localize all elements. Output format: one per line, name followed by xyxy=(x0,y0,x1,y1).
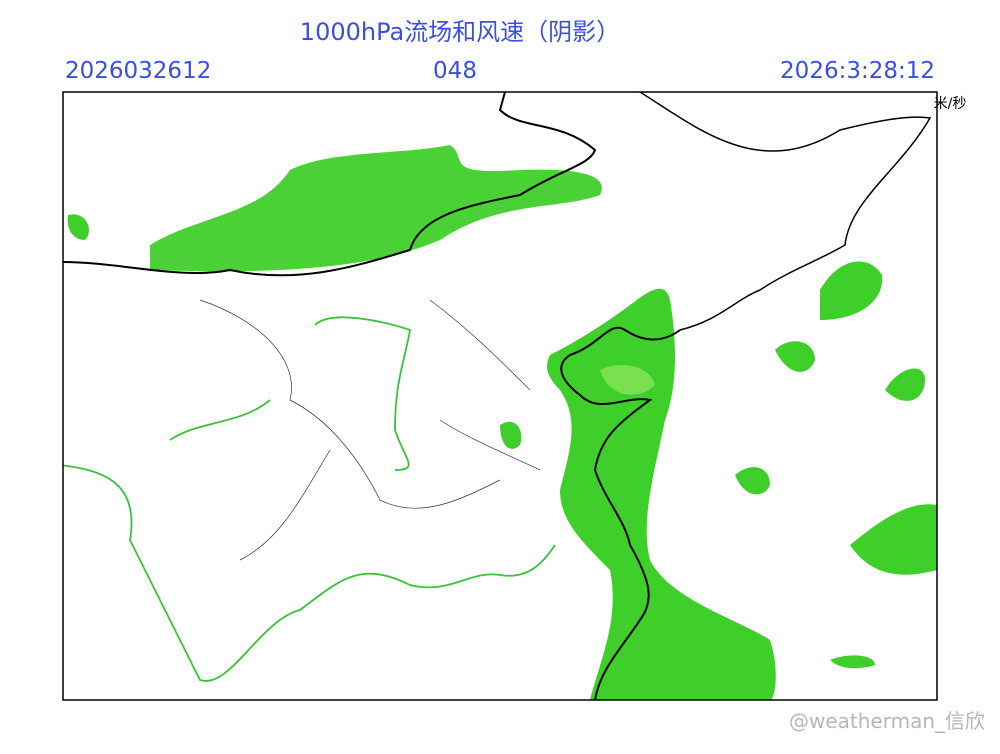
lead-hours: 048 xyxy=(433,58,477,84)
valid-time: 2026:3:28:12 xyxy=(780,58,935,84)
map-frame xyxy=(62,91,938,701)
watermark: @weatherman_信欣 xyxy=(789,709,985,733)
title: 1000hPa流场和风速（阴影） xyxy=(300,18,620,46)
init-time: 2026032612 xyxy=(65,58,211,84)
wind-shading xyxy=(67,145,937,700)
colorbar-unit: 米/秒 xyxy=(934,96,967,112)
boundaries xyxy=(63,92,932,700)
